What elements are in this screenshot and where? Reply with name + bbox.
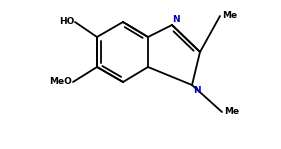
Text: N: N [193, 86, 201, 95]
Text: MeO: MeO [49, 77, 72, 87]
Text: N: N [172, 15, 180, 24]
Text: HO: HO [59, 17, 74, 27]
Text: Me: Me [222, 11, 237, 21]
Text: Me: Me [224, 107, 239, 117]
